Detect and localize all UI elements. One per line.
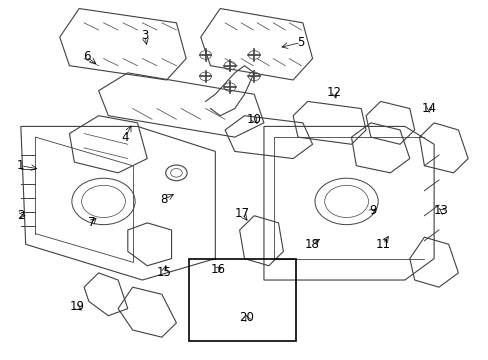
Text: 5: 5 [297, 36, 304, 49]
Text: 3: 3 [141, 29, 148, 42]
Text: 19: 19 [69, 300, 84, 313]
Text: 15: 15 [157, 266, 171, 279]
Text: 13: 13 [433, 204, 448, 217]
Text: 9: 9 [369, 204, 376, 217]
Text: 1: 1 [17, 159, 24, 172]
Text: 12: 12 [326, 86, 341, 99]
Text: 6: 6 [82, 50, 90, 63]
Text: 2: 2 [17, 209, 24, 222]
Text: 8: 8 [160, 193, 167, 206]
Text: 18: 18 [305, 238, 319, 251]
Text: 4: 4 [122, 131, 129, 144]
Text: 10: 10 [246, 113, 261, 126]
Text: 14: 14 [421, 102, 436, 115]
Text: 20: 20 [239, 311, 254, 324]
Text: 17: 17 [234, 207, 249, 220]
Text: 11: 11 [375, 238, 390, 251]
Text: 7: 7 [87, 216, 95, 229]
Text: 16: 16 [210, 263, 225, 276]
